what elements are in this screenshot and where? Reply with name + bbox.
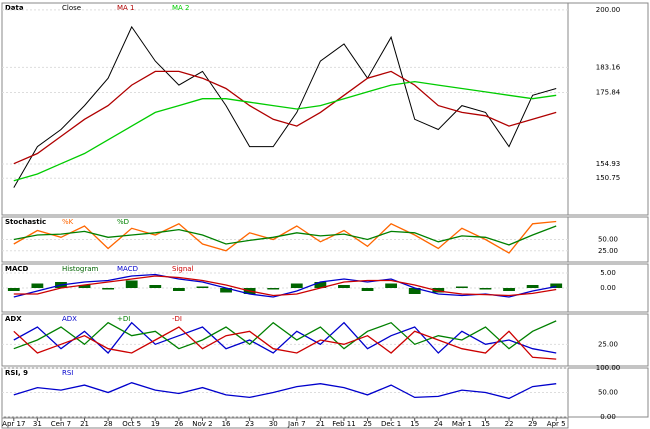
- histogram-bar: [526, 285, 539, 288]
- histogram-bar: [196, 286, 209, 288]
- histogram-bar: [479, 288, 492, 290]
- x-tick-label: 31: [33, 420, 42, 428]
- series-line: [13, 220, 557, 254]
- legend-entry: MACD: [117, 265, 138, 273]
- panel-axis: [567, 2, 649, 216]
- y-tick-label: 183.16: [596, 63, 621, 71]
- x-tick-label: 15: [410, 420, 419, 428]
- x-tick-label: 30: [269, 420, 278, 428]
- histogram-bar: [31, 283, 44, 288]
- y-tick-label: 50.00: [598, 236, 618, 244]
- legend-entry: -DI: [172, 315, 182, 323]
- x-tick-label: 29: [528, 420, 537, 428]
- series-line: [13, 25, 557, 188]
- series-line: [13, 70, 557, 165]
- y-tick-label: 5.00: [600, 269, 616, 277]
- series-line: [13, 321, 557, 354]
- histogram-bar: [385, 283, 398, 288]
- x-tick-label: Feb 11: [332, 420, 356, 428]
- y-tick-label: 0.00: [600, 284, 616, 292]
- histogram-bar: [78, 285, 91, 288]
- legend-entry: %D: [117, 218, 129, 226]
- x-tick-label: Dec 1: [381, 420, 401, 428]
- histogram-bar: [149, 285, 162, 288]
- x-tick-label: Oct 5: [122, 420, 141, 428]
- legend-entry: Close: [62, 4, 81, 12]
- histogram-bar: [503, 288, 515, 291]
- x-tick-label: 21: [80, 420, 89, 428]
- legend-entry: MA 1: [117, 4, 135, 12]
- legend-entry: MA 2: [172, 4, 190, 12]
- series-line: [13, 275, 557, 297]
- histogram-bar: [125, 280, 138, 288]
- histogram-bar: [361, 288, 374, 291]
- x-tick-label: 23: [245, 420, 254, 428]
- x-tick-label: 15: [481, 420, 490, 428]
- panel-title: MACD: [5, 265, 29, 273]
- histogram-bar: [455, 286, 468, 288]
- series-line: [13, 382, 557, 400]
- y-tick-label: 175.84: [596, 88, 621, 96]
- x-tick-label: Apr 5: [547, 420, 566, 428]
- histogram-bar: [338, 285, 350, 288]
- x-tick-label: 28: [104, 420, 113, 428]
- y-tick-label: 50.00: [598, 389, 618, 397]
- histogram-bar: [102, 288, 115, 290]
- y-tick-label: 25.00: [598, 247, 618, 255]
- x-tick-label: 16: [222, 420, 231, 428]
- x-tick-label: Apr 17: [2, 420, 25, 428]
- panel-frame: [1, 2, 569, 216]
- series-line: [13, 326, 557, 360]
- y-tick-label: 200.00: [596, 6, 621, 14]
- x-tick-label: Mar 1: [452, 420, 472, 428]
- histogram-bar: [408, 288, 421, 294]
- y-tick-label: 25.00: [598, 340, 618, 348]
- x-tick-label: 22: [505, 420, 514, 428]
- histogram-bar: [550, 283, 563, 288]
- x-tick-label: 21: [316, 420, 325, 428]
- legend-entry: Histogram: [62, 265, 98, 273]
- panel-title: Stochastic: [5, 218, 46, 226]
- y-tick-label: 150.75: [596, 174, 621, 182]
- x-tick-label: 26: [174, 420, 183, 428]
- histogram-bar: [172, 288, 185, 291]
- series-line: [13, 320, 557, 350]
- x-tick-label: Jan 7: [287, 420, 305, 428]
- panel-title: Data: [5, 4, 24, 12]
- series-line: [13, 225, 557, 246]
- x-tick-label: 19: [151, 420, 160, 428]
- panel-axis: [567, 313, 649, 367]
- legend-entry: Signal: [172, 265, 194, 273]
- y-tick-label: 100.00: [596, 364, 621, 372]
- legend-entry: ADX: [62, 315, 77, 323]
- legend-entry: RSI: [62, 369, 73, 377]
- legend-entry: %K: [62, 218, 74, 226]
- series-line: [13, 273, 557, 298]
- y-tick-label: 0.00: [600, 413, 616, 421]
- series-line: [13, 80, 557, 182]
- histogram-bar: [7, 288, 20, 291]
- histogram-bar: [432, 288, 445, 293]
- histogram-bar: [290, 283, 303, 288]
- x-tick-label: 25: [363, 420, 372, 428]
- x-tick-label: 24: [434, 420, 443, 428]
- x-axis: [1, 417, 569, 429]
- histogram-bar: [314, 282, 327, 288]
- y-tick-label: 154.93: [596, 160, 621, 168]
- legend-entry: +DI: [117, 315, 130, 323]
- histogram-bar: [220, 288, 232, 293]
- panel-title: ADX: [5, 315, 22, 323]
- panel-frame: [1, 313, 569, 367]
- x-tick-label: Nov 2: [192, 420, 212, 428]
- panel-title: RSI, 9: [5, 369, 28, 377]
- histogram-bar: [267, 288, 280, 290]
- x-tick-label: Cen 7: [51, 420, 71, 428]
